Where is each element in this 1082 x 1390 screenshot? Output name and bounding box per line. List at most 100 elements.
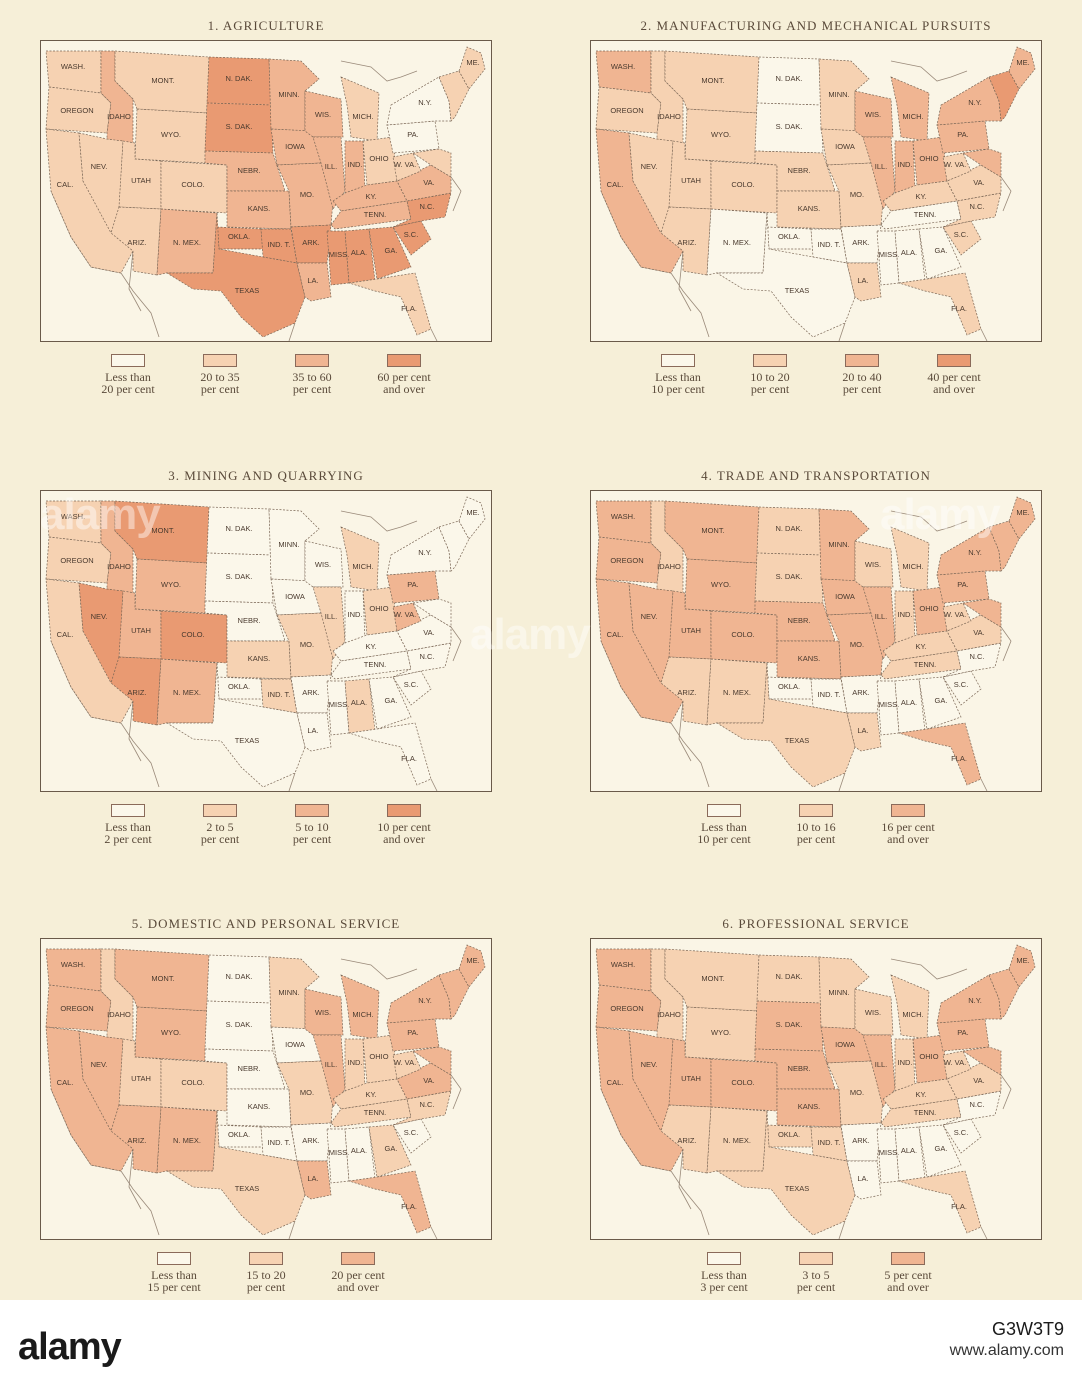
state-me[interactable] [1008, 944, 1036, 988]
state-va[interactable] [946, 164, 1002, 202]
state-ks[interactable] [776, 1088, 842, 1128]
state-nc[interactable] [392, 192, 452, 228]
state-al[interactable] [344, 1126, 376, 1182]
state-wv[interactable] [942, 1050, 972, 1080]
state-va[interactable] [946, 1062, 1002, 1100]
state-ga[interactable] [918, 676, 962, 730]
state-ca[interactable] [45, 1026, 134, 1172]
state-va[interactable] [396, 1062, 452, 1100]
state-mt[interactable] [114, 948, 210, 1012]
state-tx[interactable] [715, 1110, 856, 1236]
state-me[interactable] [1008, 496, 1036, 540]
state-md[interactable] [962, 1046, 1002, 1076]
state-la[interactable] [846, 712, 882, 752]
state-co[interactable] [160, 1058, 228, 1112]
state-fl[interactable] [898, 1170, 982, 1234]
state-fl[interactable] [348, 1170, 432, 1234]
state-nm[interactable] [156, 208, 218, 276]
state-tx[interactable] [715, 212, 856, 338]
state-md[interactable] [412, 148, 452, 178]
state-va[interactable] [396, 164, 452, 202]
state-me[interactable] [458, 46, 486, 90]
state-wi[interactable] [854, 988, 894, 1036]
state-co[interactable] [710, 160, 778, 214]
state-ne_st[interactable] [988, 520, 1020, 572]
state-la[interactable] [296, 712, 332, 752]
state-co[interactable] [710, 610, 778, 664]
state-al[interactable] [344, 228, 376, 284]
state-tx[interactable] [715, 662, 856, 788]
state-ne_st[interactable] [988, 968, 1020, 1020]
state-ks[interactable] [226, 1088, 292, 1128]
state-mi[interactable] [890, 76, 930, 142]
state-ca[interactable] [45, 578, 134, 724]
state-nm[interactable] [156, 1106, 218, 1174]
state-mo[interactable] [826, 1060, 884, 1126]
state-ks[interactable] [226, 190, 292, 230]
state-ks[interactable] [226, 640, 292, 680]
state-me[interactable] [1008, 46, 1036, 90]
state-wa[interactable] [45, 500, 102, 544]
state-mo[interactable] [276, 612, 334, 678]
state-ks[interactable] [776, 190, 842, 230]
state-mt[interactable] [664, 500, 760, 564]
state-wi[interactable] [854, 540, 894, 588]
state-wv[interactable] [942, 152, 972, 182]
state-mn[interactable] [268, 58, 320, 132]
state-al[interactable] [894, 678, 926, 734]
state-wv[interactable] [942, 602, 972, 632]
state-ca[interactable] [595, 128, 684, 274]
state-ga[interactable] [918, 226, 962, 280]
state-al[interactable] [894, 228, 926, 284]
state-ne_st[interactable] [438, 520, 470, 572]
state-mt[interactable] [664, 50, 760, 114]
footer-url[interactable]: www.alamy.com [949, 1342, 1064, 1359]
state-tn[interactable] [330, 1098, 412, 1128]
state-tx[interactable] [165, 212, 306, 338]
state-wi[interactable] [304, 540, 344, 588]
state-ga[interactable] [918, 1124, 962, 1178]
state-al[interactable] [894, 1126, 926, 1182]
state-wi[interactable] [854, 90, 894, 138]
state-va[interactable] [946, 614, 1002, 652]
state-me[interactable] [458, 944, 486, 988]
state-ga[interactable] [368, 226, 412, 280]
state-mo[interactable] [276, 162, 334, 228]
state-ca[interactable] [595, 1026, 684, 1172]
state-mi[interactable] [340, 974, 380, 1040]
state-tn[interactable] [330, 200, 412, 230]
state-la[interactable] [846, 262, 882, 302]
state-la[interactable] [846, 1160, 882, 1200]
state-ca[interactable] [595, 578, 684, 724]
state-mn[interactable] [818, 58, 870, 132]
state-nc[interactable] [942, 192, 1002, 228]
state-nc[interactable] [392, 1090, 452, 1126]
state-tn[interactable] [880, 200, 962, 230]
state-wa[interactable] [45, 948, 102, 992]
footer-brand-logo[interactable]: alamy [18, 1326, 122, 1368]
state-wi[interactable] [304, 90, 344, 138]
state-mt[interactable] [664, 948, 760, 1012]
state-mo[interactable] [826, 162, 884, 228]
state-wv[interactable] [392, 602, 422, 632]
state-nm[interactable] [706, 208, 768, 276]
state-wa[interactable] [595, 50, 652, 94]
state-fl[interactable] [898, 272, 982, 336]
state-la[interactable] [296, 262, 332, 302]
state-tn[interactable] [880, 650, 962, 680]
state-fl[interactable] [348, 722, 432, 786]
state-ne_st[interactable] [438, 968, 470, 1020]
state-mi[interactable] [340, 76, 380, 142]
state-fl[interactable] [898, 722, 982, 786]
state-la[interactable] [296, 1160, 332, 1200]
state-mn[interactable] [268, 956, 320, 1030]
state-mi[interactable] [890, 974, 930, 1040]
state-ca[interactable] [45, 128, 134, 274]
state-md[interactable] [412, 598, 452, 628]
state-me[interactable] [458, 496, 486, 540]
state-nc[interactable] [942, 642, 1002, 678]
state-wa[interactable] [595, 500, 652, 544]
state-mn[interactable] [818, 956, 870, 1030]
state-ks[interactable] [776, 640, 842, 680]
state-tn[interactable] [330, 650, 412, 680]
